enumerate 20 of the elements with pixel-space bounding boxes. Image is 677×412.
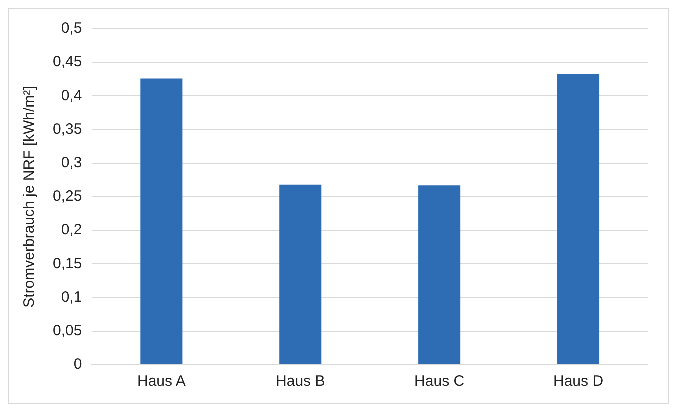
y-axis-title: Stromverbrauch je NRF [kWh/m²]: [21, 86, 38, 308]
bar: [280, 184, 322, 364]
y-tick-label: 0,15: [52, 255, 82, 272]
x-tick-label: Haus B: [276, 373, 326, 390]
y-tick-label: 0,1: [61, 288, 82, 306]
y-tick-label: 0,45: [52, 54, 82, 71]
y-tick-label: 0,35: [52, 120, 82, 138]
y-tick-label: 0,5: [61, 20, 82, 38]
bar: [558, 74, 600, 364]
x-tick-label: Haus C: [414, 373, 465, 390]
y-tick-label: 0,4: [61, 87, 82, 104]
x-tick-label: Haus D: [554, 373, 604, 390]
x-tick-label: Haus A: [137, 373, 186, 390]
y-tick-label: 0,05: [52, 322, 82, 340]
y-tick-label: 0,3: [61, 154, 82, 172]
y-tick-label: 0,25: [52, 188, 82, 206]
y-tick-label: 0: [74, 356, 82, 374]
bar: [418, 186, 461, 364]
bar: [140, 78, 183, 364]
y-tick-label: 0,2: [61, 222, 82, 239]
